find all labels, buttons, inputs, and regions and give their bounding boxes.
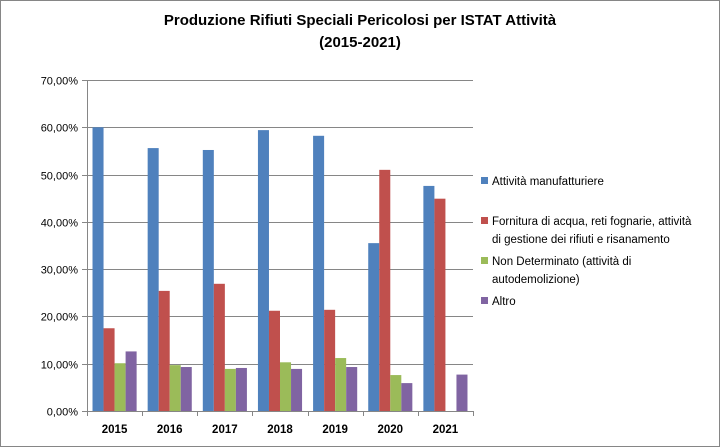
bar bbox=[224, 368, 236, 411]
legend-swatch bbox=[481, 217, 488, 224]
legend-label: Altro bbox=[492, 296, 516, 308]
bar bbox=[158, 290, 170, 411]
bar bbox=[324, 309, 336, 411]
bar bbox=[335, 358, 347, 411]
bar bbox=[401, 383, 413, 411]
bar bbox=[291, 368, 303, 411]
legend-label: autodemolizione) bbox=[492, 274, 580, 286]
bar bbox=[313, 135, 325, 411]
legend-label: Fornitura di acqua, reti fognarie, attiv… bbox=[492, 216, 692, 228]
legend-swatch bbox=[481, 257, 488, 264]
y-tick-label: 30,00% bbox=[41, 265, 79, 277]
y-tick-label: 60,00% bbox=[41, 123, 79, 135]
bar bbox=[268, 310, 280, 411]
bar bbox=[390, 375, 402, 411]
y-tick-label: 70,00% bbox=[41, 76, 79, 88]
bars bbox=[92, 127, 468, 412]
y-tick-label: 50,00% bbox=[41, 171, 79, 183]
y-tick-label: 0,00% bbox=[47, 407, 78, 419]
bar bbox=[125, 351, 137, 411]
bar bbox=[147, 148, 159, 411]
bar bbox=[434, 198, 446, 411]
x-tick-label: 2015 bbox=[102, 424, 128, 436]
x-tick-label: 2021 bbox=[433, 424, 459, 436]
bar bbox=[180, 367, 192, 411]
x-tick-label: 2017 bbox=[212, 424, 238, 436]
y-tick-label: 40,00% bbox=[41, 218, 79, 230]
legend: Attività manufatturiere Fornitura di acqu… bbox=[481, 176, 692, 308]
chart-title-line: (2015-2021) bbox=[319, 34, 401, 51]
bar bbox=[423, 185, 435, 411]
legend-swatch bbox=[481, 297, 488, 304]
bar bbox=[456, 374, 468, 411]
bar bbox=[235, 367, 247, 411]
bar bbox=[280, 362, 292, 411]
bar bbox=[368, 243, 380, 411]
x-tick-label: 2020 bbox=[377, 424, 403, 436]
bar bbox=[257, 130, 269, 411]
chart-title: Produzione Rifiuti Speciali Pericolosi p… bbox=[164, 12, 557, 51]
bar bbox=[202, 149, 214, 412]
bar bbox=[92, 127, 104, 412]
bar bbox=[346, 367, 358, 411]
legend-swatch bbox=[481, 177, 488, 184]
axes: 0,00% 10,00% 20,00% 30,00% 40,00% 50,00% 60,00… bbox=[41, 76, 474, 436]
bar bbox=[379, 169, 391, 411]
x-tick-label: 2018 bbox=[267, 424, 293, 436]
bar bbox=[169, 365, 181, 411]
bar bbox=[103, 328, 115, 411]
y-tick-label: 20,00% bbox=[41, 312, 79, 324]
bar bbox=[213, 283, 225, 411]
legend-label: di gestione dei rifiuti e risanamento bbox=[492, 234, 670, 246]
x-tick-label: 2019 bbox=[322, 424, 348, 436]
chart-title-line: Produzione Rifiuti Speciali Pericolosi p… bbox=[164, 12, 557, 29]
legend-label: Attività manufatturiere bbox=[492, 176, 604, 188]
bar bbox=[114, 363, 126, 411]
x-tick-label: 2016 bbox=[157, 424, 183, 436]
y-tick-label: 10,00% bbox=[41, 360, 79, 372]
legend-label: Non Determinato (attività di bbox=[492, 256, 631, 268]
